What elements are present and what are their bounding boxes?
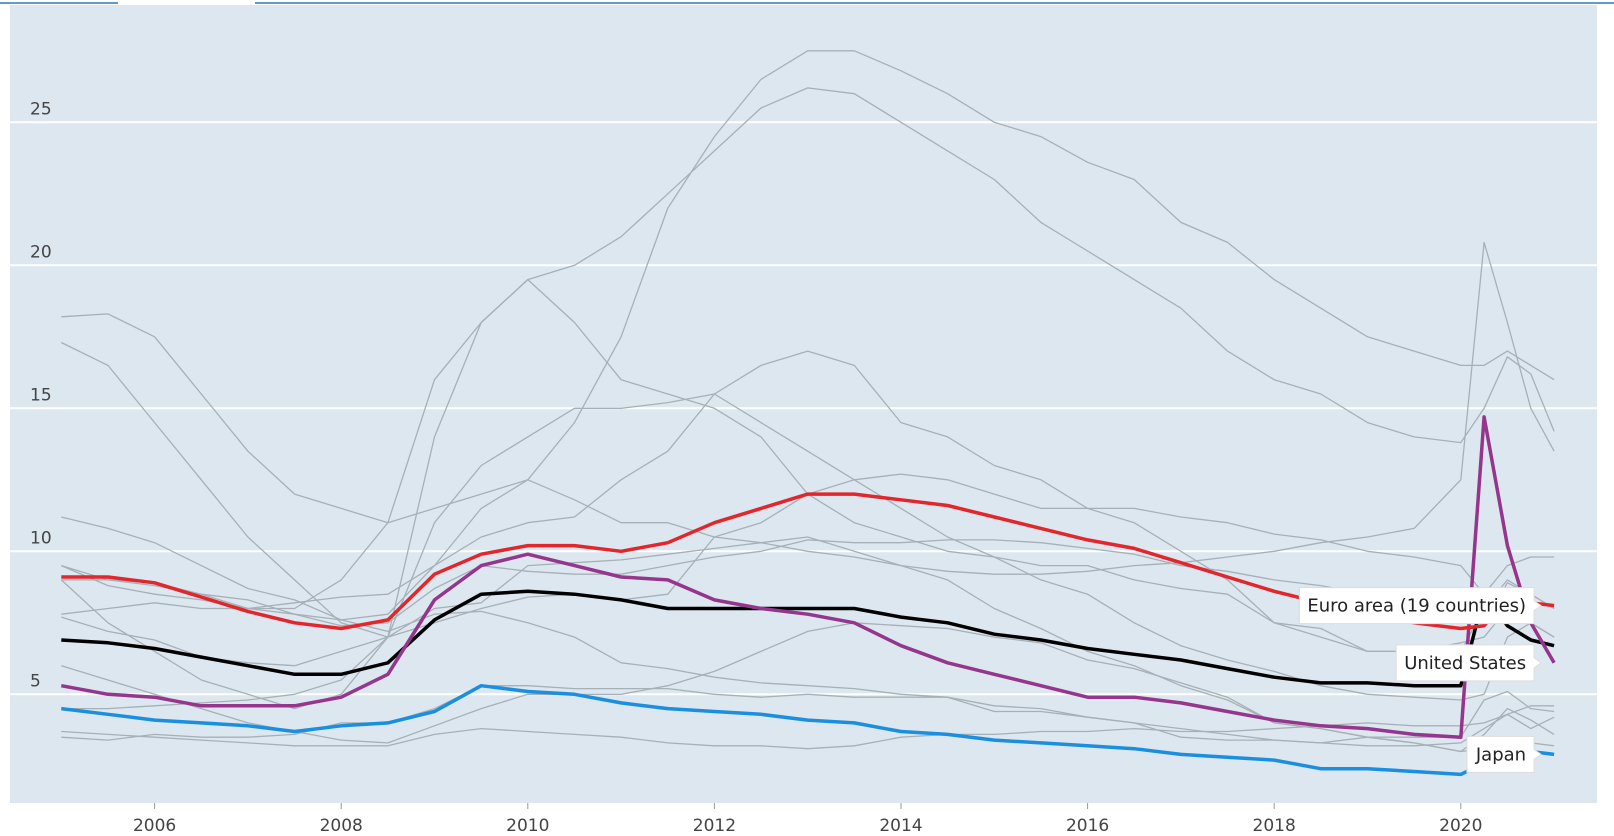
series-label: United States — [1395, 644, 1542, 682]
y-tick-label: 15 — [30, 385, 52, 405]
y-tick-label: 10 — [30, 528, 52, 548]
x-tick-label: 2020 — [1439, 816, 1482, 836]
series-label: Japan — [1466, 735, 1542, 773]
series-line — [60, 415, 1556, 739]
series-line — [61, 87, 1555, 610]
x-tick-label: 2016 — [1066, 816, 1109, 836]
series-line — [61, 713, 1555, 750]
x-tick-label: 2018 — [1253, 816, 1296, 836]
label-box — [1466, 735, 1542, 773]
y-tick-label: 5 — [30, 671, 41, 691]
series-label-text: United States — [1404, 653, 1526, 674]
x-tick-label: 2010 — [506, 816, 549, 836]
series-line — [61, 50, 1555, 621]
series-line — [61, 589, 1555, 688]
x-tick-label: 2008 — [320, 816, 363, 836]
y-tick-label: 25 — [30, 99, 52, 119]
x-tick-label: 2006 — [133, 816, 176, 836]
label-box — [1395, 644, 1542, 682]
series-line — [61, 516, 1555, 747]
series-label-text: Euro area (19 countries) — [1307, 596, 1526, 617]
x-tick-label: 2014 — [879, 816, 922, 836]
label-box — [1298, 587, 1542, 625]
x-tick-label: 2012 — [693, 816, 736, 836]
series-line — [61, 473, 1555, 667]
series-label: Euro area (19 countries) — [1298, 587, 1542, 625]
series-line — [61, 350, 1555, 653]
y-tick-label: 20 — [30, 242, 52, 262]
series-line — [61, 683, 1555, 777]
series-label-text: Japan — [1475, 744, 1526, 765]
series-line — [61, 241, 1555, 575]
